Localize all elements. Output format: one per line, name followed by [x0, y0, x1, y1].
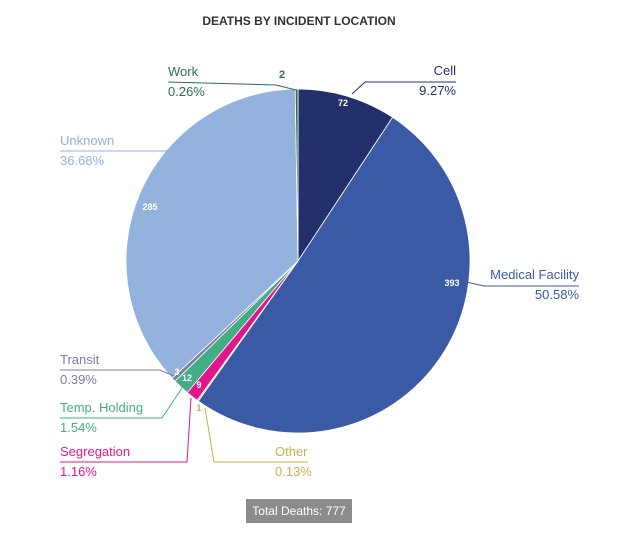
category-label-other: Other: [275, 444, 308, 459]
percent-label-medical-facility: 50.58%: [535, 287, 580, 302]
percent-label-segregation: 1.16%: [60, 464, 97, 479]
value-label-cell: 72: [338, 98, 348, 108]
leader-cell: [351, 81, 456, 95]
category-label-temp-holding: Temp. Holding: [60, 400, 143, 415]
pie-slices: [125, 88, 471, 434]
value-label-work: 2: [279, 69, 285, 81]
slice-value-labels: 72 393 1 9 123 285 2: [142, 69, 459, 413]
value-label-transit: 3: [174, 367, 179, 377]
slice-cell[interactable]: [297, 88, 394, 263]
slice-category-labels: Cell 9.27% Medical Facility 50.58% Other 0.13…: [60, 63, 579, 479]
percent-label-temp-holding: 1.54%: [60, 420, 97, 435]
slice-medical-facility[interactable]: [197, 116, 471, 434]
category-label-unknown: Unknown: [60, 133, 114, 148]
percent-label-unknown: 36.68%: [60, 153, 105, 168]
leader-segregation: [60, 397, 192, 463]
value-label-unknown: 285: [142, 202, 157, 212]
leader-work: [167, 81, 297, 91]
percent-label-cell: 9.27%: [419, 83, 456, 98]
leader-transit: [60, 369, 175, 377]
percent-label-other: 0.13%: [275, 464, 312, 479]
leader-medical-facility: [465, 281, 579, 287]
percent-label-transit: 0.39%: [60, 372, 97, 387]
category-label-medical-facility: Medical Facility: [490, 267, 579, 282]
value-label-medical-facility: 393: [444, 278, 459, 288]
category-label-segregation: Segregation: [60, 444, 130, 459]
leader-unknown: [60, 150, 179, 157]
leader-temp-holding: [60, 387, 183, 419]
leader-lines: [60, 81, 579, 463]
value-label-segregation: 9: [196, 380, 201, 390]
total-deaths-badge: Total Deaths: 777: [246, 499, 352, 523]
value-label-temp-holding: 12: [182, 373, 192, 383]
category-label-work: Work: [168, 64, 199, 79]
value-label-other: 1: [196, 403, 201, 413]
leader-other: [204, 407, 308, 463]
category-label-transit: Transit: [60, 352, 100, 367]
percent-label-work: 0.26%: [168, 84, 205, 99]
category-label-cell: Cell: [434, 63, 457, 78]
slice-work[interactable]: [294, 88, 299, 262]
chart-title: DEATHS BY INCIDENT LOCATION: [202, 14, 395, 28]
slice-unknown[interactable]: [125, 88, 299, 379]
